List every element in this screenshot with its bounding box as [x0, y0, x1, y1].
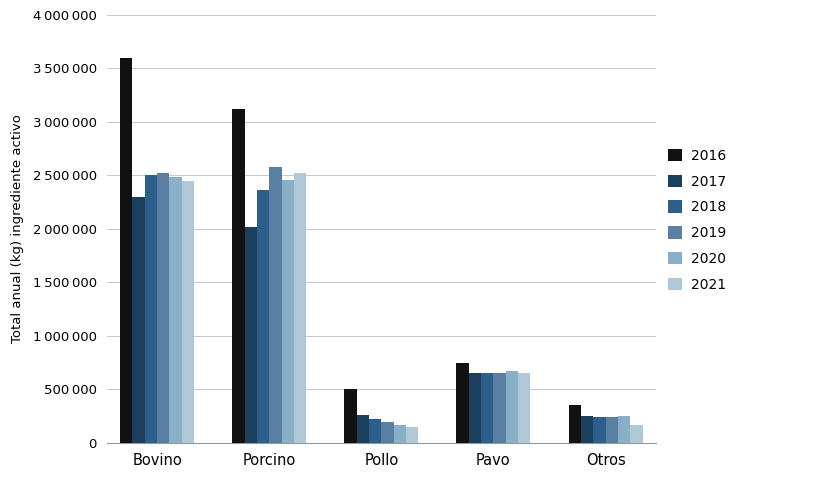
- Bar: [505, 371, 518, 443]
- Y-axis label: Total anual (kg) ingrediente activo: Total anual (kg) ingrediente activo: [11, 114, 25, 343]
- Bar: [170, 178, 182, 443]
- Bar: [244, 227, 256, 443]
- Bar: [405, 427, 418, 443]
- Bar: [568, 405, 580, 443]
- Bar: [618, 416, 630, 443]
- Bar: [630, 425, 642, 443]
- Bar: [281, 180, 293, 443]
- Bar: [493, 373, 505, 443]
- Bar: [182, 181, 194, 443]
- Legend: 2016, 2017, 2018, 2019, 2020, 2021: 2016, 2017, 2018, 2019, 2020, 2021: [667, 149, 725, 292]
- Bar: [592, 417, 604, 443]
- Bar: [456, 363, 468, 443]
- Bar: [381, 423, 393, 443]
- Bar: [120, 58, 132, 443]
- Bar: [518, 373, 530, 443]
- Bar: [144, 175, 157, 443]
- Bar: [157, 173, 170, 443]
- Bar: [481, 373, 493, 443]
- Bar: [293, 173, 305, 443]
- Bar: [604, 417, 618, 443]
- Bar: [344, 389, 356, 443]
- Bar: [468, 373, 481, 443]
- Bar: [132, 197, 144, 443]
- Bar: [393, 425, 405, 443]
- Bar: [580, 416, 592, 443]
- Bar: [269, 167, 281, 443]
- Bar: [356, 415, 369, 443]
- Bar: [256, 190, 269, 443]
- Bar: [232, 109, 244, 443]
- Bar: [369, 419, 381, 443]
